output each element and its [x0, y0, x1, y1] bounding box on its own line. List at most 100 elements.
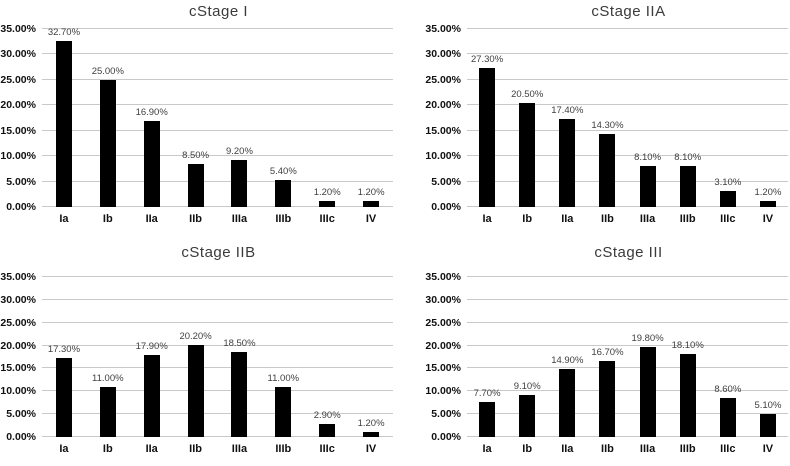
bar-iv: [759, 413, 776, 437]
x-axis-label-iib: IIb: [189, 213, 202, 225]
x-axis: Ia Ib IIa IIb IIIa IIIb IIIc IV: [467, 207, 788, 233]
data-label-iib: 16.70%: [591, 346, 624, 358]
x-axis-label-iia: IIa: [561, 213, 574, 225]
plot-row: 0.00% 5.00% 10.00% 15.00% 20.00% 25.00% 30.00%…: [395, 23, 790, 213]
y-axis: 0.00% 5.00% 10.00% 15.00% 20.00% 25.00% 30.00%…: [0, 271, 42, 443]
bar-iiic: [719, 397, 736, 437]
x-axis-label-iia: IIa: [145, 443, 158, 455]
y-axis-tick-label: 35.00%: [425, 271, 461, 283]
data-label-iiic: 8.60%: [714, 383, 742, 395]
bar-iia: [559, 368, 576, 437]
chart-title: cStage IIB: [181, 244, 256, 261]
x-axis-label-ia: Ia: [482, 443, 492, 455]
data-label-iiia: 9.20%: [225, 146, 253, 158]
gridline: [467, 390, 788, 392]
gridline: [467, 413, 788, 415]
x-axis-label-iia: IIa: [561, 443, 574, 455]
data-label-ib: 20.50%: [511, 88, 544, 100]
gridline: [42, 413, 393, 415]
chart-title: cStage III: [594, 244, 663, 261]
y-axis-tick-label: 10.00%: [0, 150, 36, 163]
gridline: [42, 28, 393, 29]
bar-ia: [55, 40, 72, 207]
gridline: [467, 276, 788, 277]
gridline: [42, 104, 393, 106]
y-axis-tick-label: 30.00%: [0, 293, 36, 306]
x-axis-label-ib: Ib: [102, 213, 113, 225]
x-axis-label-iiia: IIIa: [231, 213, 248, 225]
gridline: [42, 390, 393, 392]
gridline: [42, 206, 393, 207]
y-axis-tick-label: 20.00%: [425, 339, 461, 352]
data-label-iib: 8.50%: [182, 149, 210, 161]
x-axis-label-iiia: IIIa: [231, 443, 248, 455]
x-axis-label-ia: Ia: [59, 443, 69, 455]
y-axis-tick-label: 10.00%: [0, 385, 36, 398]
data-label-ib: 9.10%: [513, 381, 541, 393]
x-axis-label-ib: Ib: [102, 443, 113, 455]
gridline: [467, 104, 788, 106]
gridline: [467, 298, 788, 300]
data-label-iiib: 18.10%: [671, 340, 704, 352]
bar-iiia: [639, 346, 656, 437]
gridline: [467, 206, 788, 207]
bar-ib: [99, 79, 116, 207]
bar-iiia: [231, 352, 248, 437]
data-label-iiic: 3.10%: [714, 177, 742, 189]
bar-iib: [599, 360, 616, 437]
x-axis-label-iib: IIb: [601, 443, 614, 455]
chart-cstage-i: cStage I 0.00% 5.00% 10.00% 15.00% 20.00% 25.…: [0, 0, 395, 233]
gridline: [42, 180, 393, 182]
y-axis-tick-label: 5.00%: [6, 175, 36, 188]
data-label-iib: 14.30%: [591, 120, 624, 132]
data-label-iia: 14.90%: [551, 354, 584, 366]
bar-iib: [599, 134, 616, 207]
x-axis-label-iia: IIa: [145, 213, 158, 225]
y-axis-tick-label: 10.00%: [425, 385, 461, 398]
bar-ib: [519, 395, 536, 437]
data-label-iiic: 1.20%: [313, 186, 341, 198]
bar-ia: [479, 68, 496, 207]
gridline: [467, 129, 788, 131]
bar-iiic: [319, 200, 336, 207]
x-axis-label-iiic: IIIc: [720, 443, 736, 455]
chart-cstage-iib: cStage IIB 0.00% 5.00% 10.00% 15.00% 20.00% 2…: [0, 233, 395, 466]
plot-row: 0.00% 5.00% 10.00% 15.00% 20.00% 25.00% 30.00%…: [0, 23, 395, 213]
y-axis-tick-label: 25.00%: [0, 316, 36, 329]
x-axis: Ia Ib IIa IIb IIIa IIIb IIIc IV: [42, 437, 393, 466]
gridline: [467, 53, 788, 55]
y-axis-tick-label: 25.00%: [425, 316, 461, 329]
data-label-iv: 1.20%: [357, 417, 385, 429]
bar-iv: [363, 200, 380, 207]
chart-cstage-iia: cStage IIA 0.00% 5.00% 10.00% 15.00% 20.00% 2…: [395, 0, 790, 233]
gridline: [467, 321, 788, 323]
chart-title-area: cStage IIB: [0, 233, 395, 277]
y-axis-tick-label: 35.00%: [0, 23, 36, 35]
x-axis-label-ia: Ia: [59, 213, 69, 225]
data-label-iia: 16.90%: [135, 107, 168, 119]
x-axis-label-ib: Ib: [522, 213, 533, 225]
plot-area: 7.70% 9.10% 14.90% 16.70% 19.80% 18.10% 8.60% 5…: [467, 276, 788, 437]
y-axis-tick-label: 15.00%: [425, 362, 461, 375]
x-axis-label-ia: Ia: [482, 213, 492, 225]
data-label-ia: 27.30%: [470, 54, 504, 66]
y-axis-tick-label: 0.00%: [6, 431, 36, 443]
y-axis-tick-label: 25.00%: [425, 73, 461, 86]
y-axis: 0.00% 5.00% 10.00% 15.00% 20.00% 25.00% 30.00%…: [395, 23, 467, 213]
data-label-iiib: 5.40%: [269, 165, 297, 177]
x-axis: Ia Ib IIa IIb IIIa IIIb IIIc IV: [467, 437, 788, 466]
gridline: [42, 436, 393, 437]
gridline: [467, 436, 788, 437]
x-axis-label-iv: IV: [762, 213, 774, 225]
data-label-iiib: 11.00%: [267, 372, 300, 384]
x-axis-label-iiic: IIIc: [319, 213, 335, 225]
data-label-iv: 1.20%: [754, 186, 782, 198]
gridline: [42, 129, 393, 131]
data-label-iiib: 8.10%: [674, 151, 702, 163]
y-axis: 0.00% 5.00% 10.00% 15.00% 20.00% 25.00% 30.00%…: [395, 271, 467, 443]
x-axis-label-iiib: IIIb: [679, 443, 696, 455]
data-label-iv: 1.20%: [357, 186, 385, 198]
x-axis-label-ib: Ib: [522, 443, 533, 455]
plot-area: 32.70% 25.00% 16.90% 8.50% 9.20% 5.40% 1.20% 1.…: [42, 27, 393, 207]
